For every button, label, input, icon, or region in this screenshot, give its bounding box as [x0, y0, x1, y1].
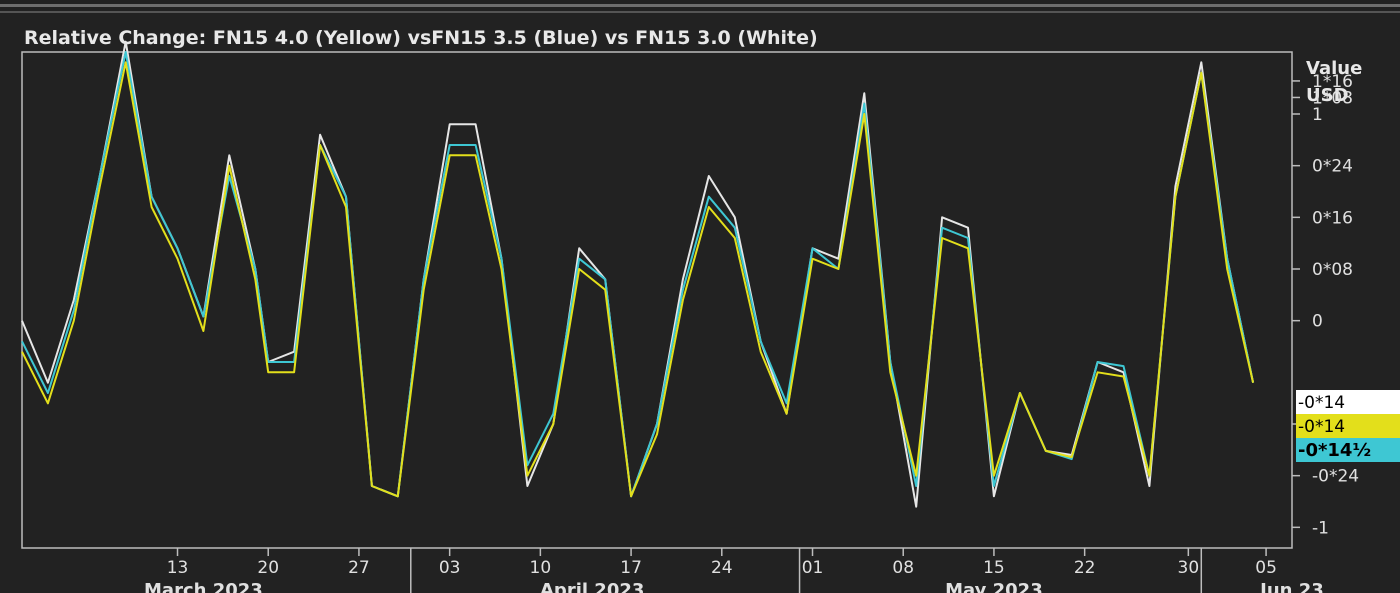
month-label: Jun 23	[1258, 580, 1324, 593]
x-tick-label: 20	[257, 558, 279, 578]
latest-value-box: -0*14½	[1296, 438, 1400, 462]
x-tick-label: 15	[983, 558, 1005, 578]
latest-value-bg	[1296, 390, 1400, 414]
latest-value-label: -0*14	[1298, 417, 1345, 437]
latest-value-box: -0*14	[1296, 414, 1400, 438]
x-tick-label: 01	[802, 558, 824, 578]
y-tick-label: 0*08	[1312, 260, 1353, 280]
y-axis-unit-label: Value	[1306, 58, 1362, 79]
latest-value-labels: -0*14 -0*14 -0*14½	[1296, 390, 1400, 462]
x-tick-label: 10	[530, 558, 552, 578]
y-tick-label: 0*24	[1312, 157, 1353, 177]
x-tick-label: 30	[1178, 558, 1200, 578]
top-border	[0, 4, 1400, 7]
latest-value-label: -0*14½	[1298, 440, 1371, 461]
x-tick-label: 13	[167, 558, 189, 578]
chart-title: Relative Change: FN15 4.0 (Yellow) vsFN1…	[24, 27, 818, 49]
y-tick-label: 1*16	[1312, 72, 1353, 92]
x-tick-label: 05	[1255, 558, 1277, 578]
latest-value-bg	[1296, 414, 1400, 438]
y-tick-label: 1	[1312, 105, 1323, 125]
x-tick-label: 03	[439, 558, 461, 578]
month-label: May 2023	[945, 580, 1043, 593]
y-axis-currency-label: USD	[1306, 85, 1349, 106]
series-line	[21, 61, 1255, 498]
latest-value-bg	[1296, 438, 1400, 462]
latest-value-box: -0*14	[1296, 390, 1400, 414]
x-axis: 13 20 27 03 10 17 24 01 08 15 22 30 05 March 2023 Apri…	[144, 548, 1324, 593]
y-tick-label: -1	[1312, 518, 1329, 538]
y-tick-label: 0*16	[1312, 208, 1353, 228]
x-tick-label: 22	[1074, 558, 1096, 578]
top-border-inner	[0, 11, 1400, 13]
y-tick-label: 1*08	[1312, 88, 1353, 108]
plot-frame	[21, 51, 1293, 549]
x-tick-label: 08	[892, 558, 914, 578]
latest-value-label: -0*14	[1298, 393, 1345, 413]
month-label: April 2023	[540, 580, 644, 593]
y-tick-label: 0	[1312, 312, 1323, 332]
month-label: March 2023	[144, 580, 263, 593]
x-tick-label: 27	[348, 558, 370, 578]
x-tick-label: 24	[711, 558, 733, 578]
y-tick-label: -0*24	[1312, 467, 1359, 487]
x-tick-label: 17	[620, 558, 642, 578]
series-layer	[21, 40, 1255, 508]
